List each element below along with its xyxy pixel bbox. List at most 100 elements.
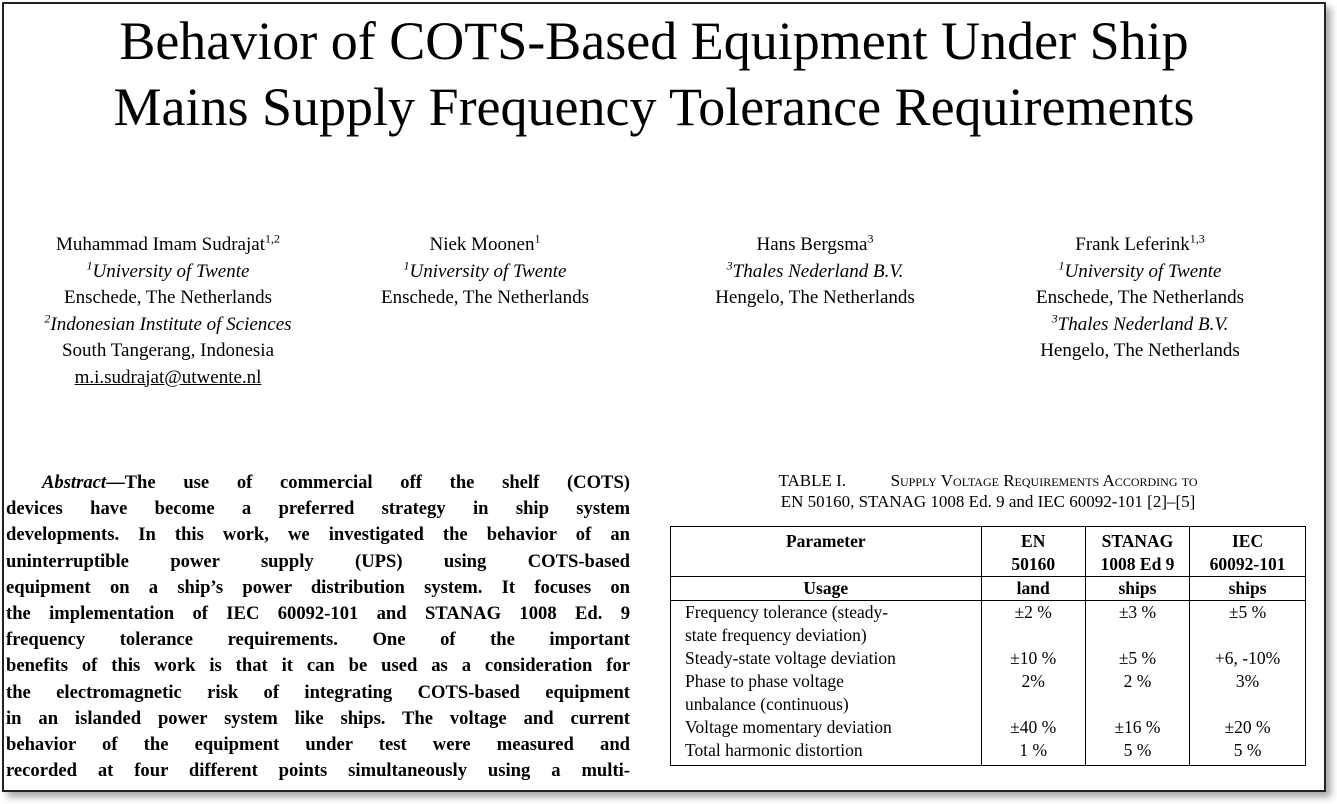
abstract-line: devices have become a preferred strategy…	[6, 498, 630, 520]
title-line-1: Behavior of COTS-Based Equipment Under S…	[119, 11, 1189, 71]
affiliation-text: University of Twente	[409, 260, 567, 282]
table-value-cell: 5 %	[1189, 739, 1306, 766]
table-header-cell: STANAG 1008 Ed 9	[1084, 526, 1190, 577]
affiliation-location: Hengelo, The Netherlands	[1000, 338, 1280, 365]
table-caption: TABLE I. Supply Voltage Requirements Acc…	[668, 470, 1308, 512]
author-name: Frank Leferink1,3	[1000, 232, 1280, 259]
table-header-cell: IEC 60092-101	[1189, 526, 1306, 577]
table-value-cell: ±16 %	[1084, 716, 1190, 739]
abstract-line: equipment on a ship’s power distribution…	[6, 576, 630, 598]
affiliation-marker: 1	[1058, 258, 1065, 273]
author-name: Hans Bergsma3	[676, 232, 954, 259]
table-param-cell: Phase to phase voltage unbalance (continu…	[685, 671, 849, 714]
author-leferink: Frank Leferink1,3 1University of Twente En…	[1000, 232, 1280, 365]
affiliation-name: 1University of Twente	[350, 259, 620, 286]
table-usage-row: Usage land ships ships	[670, 576, 1306, 601]
abstract: Abstract—The use of commercial off the s…	[6, 470, 630, 784]
abstract-line: in an islanded power system like ships. …	[6, 707, 630, 729]
table-value-cell: ±40 %	[980, 716, 1086, 739]
affiliation-text: South Tangerang, Indonesia	[61, 340, 275, 361]
affiliation-name: 2Indonesian Institute of Sciences	[20, 312, 316, 339]
table-value-cell: 1 %	[980, 739, 1086, 766]
affiliation-marker: 3	[867, 231, 874, 246]
abstract-line: frequency tolerance requirements. One of…	[6, 629, 630, 651]
table-value-cell: 5 %	[1084, 739, 1190, 766]
affiliation-location: Hengelo, The Netherlands	[676, 285, 954, 312]
abstract-line: the electromagnetic risk of integrating …	[6, 681, 630, 703]
abstract-text: —The use of commercial off the shelf (CO…	[106, 472, 630, 493]
paper-title: Behavior of COTS-Based Equipment Under S…	[4, 8, 1304, 140]
author-name-text: Niek Moonen	[429, 234, 535, 255]
affiliation-name: 3Thales Nederland B.V.	[1000, 312, 1280, 339]
table-value-cell: 2%	[980, 670, 1086, 716]
affiliation-name: 1University of Twente	[20, 259, 316, 286]
affiliation-text: Enschede, The Netherlands	[380, 287, 590, 308]
table-param-cell: Steady-state voltage deviation	[685, 648, 896, 668]
author-bergsma: Hans Bergsma3 3Thales Nederland B.V. Henge…	[676, 232, 954, 312]
paper-page: Behavior of COTS-Based Equipment Under S…	[2, 2, 1326, 792]
affiliation-text: Enschede, The Netherlands	[63, 287, 273, 308]
affiliation-marker: 1	[534, 231, 541, 246]
table-usage-cell: ships	[1189, 576, 1306, 601]
table-value-cell: ±2 %	[980, 600, 1086, 647]
affiliation-text: Thales Nederland B.V.	[1057, 313, 1229, 335]
abstract-line: Abstract—The use of commercial off the s…	[6, 470, 630, 496]
table-caption-line-2: EN 50160, STANAG 1008 Ed. 9 and IEC 6009…	[780, 492, 1196, 511]
affiliation-marker: 1	[403, 258, 410, 273]
table-caption-title: Supply Voltage Requirements According to	[890, 471, 1198, 490]
table-value-cell: +6, -10%	[1189, 647, 1306, 670]
affiliation-marker: 1,2	[264, 231, 280, 246]
affiliation-location: Enschede, The Netherlands	[1000, 285, 1280, 312]
table-value-cell: 2 %	[1084, 670, 1190, 716]
author-name-text: Muhammad Imam Sudrajat	[56, 234, 265, 255]
table-param-cell: Voltage momentary deviation	[685, 717, 892, 737]
affiliation-text: University of Twente	[92, 260, 250, 282]
affiliation-marker: 3	[726, 258, 733, 273]
title-line-2: Mains Supply Frequency Tolerance Require…	[113, 77, 1195, 137]
abstract-line: uninterruptible power supply (UPS) using…	[6, 550, 630, 572]
abstract-line: benefits of this work is that it can be …	[6, 655, 630, 677]
table-row: Frequency tolerance (steady-state freque…	[671, 600, 1306, 647]
affiliation-text: Enschede, The Netherlands	[1035, 287, 1245, 308]
table-value-cell: ±10 %	[980, 647, 1086, 670]
affiliation-location: Enschede, The Netherlands	[350, 285, 620, 312]
affiliation-text: Hengelo, The Netherlands	[715, 287, 915, 308]
table-usage-cell: ships	[1084, 576, 1190, 601]
author-sudrajat: Muhammad Imam Sudrajat1,2 1University of …	[20, 232, 316, 391]
author-name-text: Hans Bergsma	[756, 234, 868, 255]
affiliation-text: Thales Nederland B.V.	[732, 260, 904, 282]
affiliation-marker: 3	[1051, 311, 1058, 326]
affiliation-name: 1University of Twente	[1000, 259, 1280, 286]
author-name-text: Frank Leferink	[1075, 234, 1190, 255]
table-row: Steady-state voltage deviation ±10 % ±5 % +…	[671, 647, 1306, 670]
table-header-cell: EN 50160	[980, 526, 1086, 577]
affiliation-marker: 1	[86, 258, 93, 273]
table-value-cell: ±5 %	[1084, 647, 1190, 670]
author-name: Muhammad Imam Sudrajat1,2	[20, 232, 316, 259]
abstract-line: the implementation of IEC 60092-101 and …	[6, 603, 630, 625]
abstract-line: behavior of the equipment under test wer…	[6, 734, 630, 756]
table-param-cell: Total harmonic distortion	[685, 740, 863, 760]
abstract-lead: Abstract	[42, 472, 107, 493]
abstract-line: recorded at four different points simult…	[6, 760, 630, 782]
table-value-cell: ±3 %	[1084, 600, 1190, 647]
author-email: m.i.sudrajat@utwente.nl	[74, 366, 262, 388]
table-caption-label: TABLE I.	[778, 471, 847, 490]
table-row: Phase to phase voltage unbalance (continu…	[671, 670, 1306, 716]
table-value-cell: ±20 %	[1189, 716, 1306, 739]
author-block: Muhammad Imam Sudrajat1,2 1University of …	[4, 232, 1324, 402]
author-name: Niek Moonen1	[350, 232, 620, 259]
table-value-cell: 3%	[1189, 670, 1306, 716]
author-moonen: Niek Moonen1 1University of Twente Ensched…	[350, 232, 620, 312]
table-usage-cell: Usage	[670, 576, 982, 601]
table-param-cell: Frequency tolerance (steady-state freque…	[685, 602, 889, 645]
table-header-cell: Parameter	[785, 531, 866, 551]
affiliation-text: Indonesian Institute of Sciences	[50, 313, 292, 335]
table-header-row: Parameter EN 50160 STANAG 1008 Ed 9 IEC 60092-…	[671, 526, 1306, 577]
affiliation-marker: 2	[44, 311, 51, 326]
table-row: Voltage momentary deviation ±40 % ±16 % ±20…	[671, 716, 1306, 739]
affiliation-text: University of Twente	[1064, 260, 1222, 282]
abstract-line: developments. In this work, we investiga…	[6, 524, 630, 546]
requirements-table: Parameter EN 50160 STANAG 1008 Ed 9 IEC 60092-…	[670, 526, 1306, 766]
affiliation-name: 3Thales Nederland B.V.	[676, 259, 954, 286]
